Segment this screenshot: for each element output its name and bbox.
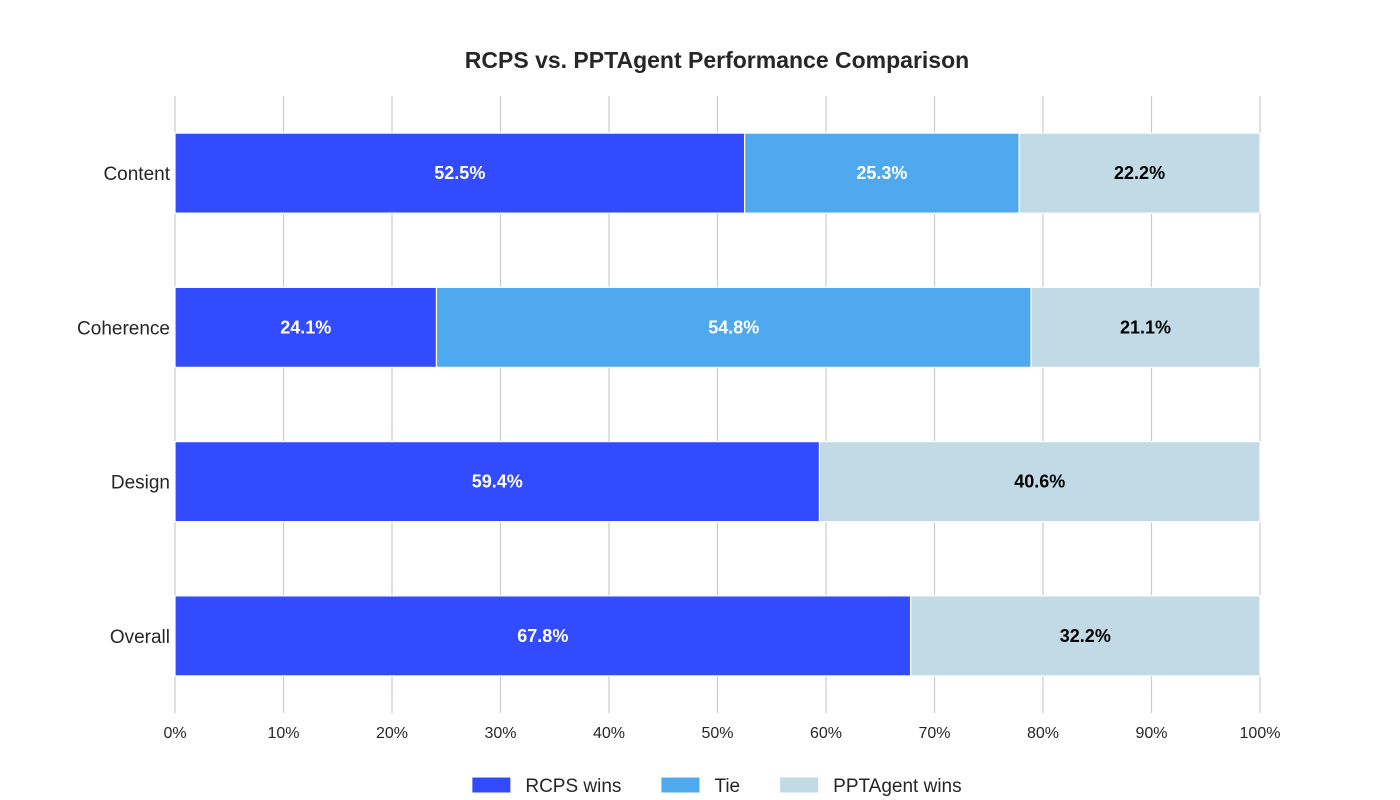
bar-label-coherence-pptagent-wins: 21.1% [1120,317,1171,337]
legend-swatch-tie [661,777,700,793]
bar-label-design-rcps-wins: 59.4% [472,472,523,492]
bar-overall-pptagent-wins [910,595,1261,677]
x-tick-label: 90% [1135,725,1167,742]
legend-swatch-rcps-wins [472,777,511,793]
chart-title: RCPS vs. PPTAgent Performance Comparison [465,47,969,73]
legend-label-pptagent-wins: PPTAgent wins [833,776,961,797]
bar-label-content-tie: 25.3% [856,163,907,183]
bar-label-coherence-rcps-wins: 24.1% [280,317,331,337]
bar-coherence-rcps-wins [174,286,438,368]
bar-overall-rcps-wins [174,595,912,677]
bar-label-overall-rcps-wins: 67.8% [517,626,568,646]
bar-coherence-tie [435,286,1032,368]
bars [174,132,1261,677]
x-tick-label: 100% [1240,725,1281,742]
x-tick-label: 40% [593,725,625,742]
legend-swatch-pptagent-wins [780,777,819,793]
x-tick-label: 80% [1027,725,1059,742]
bar-label-content-rcps-wins: 52.5% [434,163,485,183]
bar-content-tie [744,132,1020,214]
bar-coherence-pptagent-wins [1030,286,1261,368]
category-label-coherence: Coherence [77,318,170,339]
bar-label-overall-pptagent-wins: 32.2% [1060,626,1111,646]
bar-labels: 52.5% 25.3% 22.2% 24.1% 54.8% 21.1% 59.4% 40.6%… [280,163,1171,646]
legend-label-rcps-wins: RCPS wins [525,776,621,797]
x-tick-labels: 0% 10% 20% 30% 40% 50% 60% 70% 80% 90% 100% [163,725,1280,742]
category-label-content: Content [103,164,170,185]
legend: RCPS wins Tie PPTAgent wins [472,776,962,797]
legend-label-tie: Tie [714,776,740,797]
bar-design-pptagent-wins [818,441,1261,523]
x-tick-label: 0% [163,725,186,742]
bar-content-rcps-wins [174,132,746,214]
bar-design-rcps-wins [174,441,821,523]
x-tick-label: 10% [267,725,299,742]
x-tick-label: 20% [376,725,408,742]
category-label-overall: Overall [110,627,170,648]
x-tick-label: 60% [810,725,842,742]
bar-label-design-pptagent-wins: 40.6% [1014,472,1065,492]
bar-label-coherence-tie: 54.8% [708,317,759,337]
category-label-design: Design [111,473,170,494]
bar-label-content-pptagent-wins: 22.2% [1114,163,1165,183]
x-tick-label: 50% [701,725,733,742]
bar-content-pptagent-wins [1018,132,1261,214]
x-tick-label: 30% [484,725,516,742]
x-tick-label: 70% [918,725,950,742]
category-labels: Content Coherence Design Overall [77,164,171,648]
